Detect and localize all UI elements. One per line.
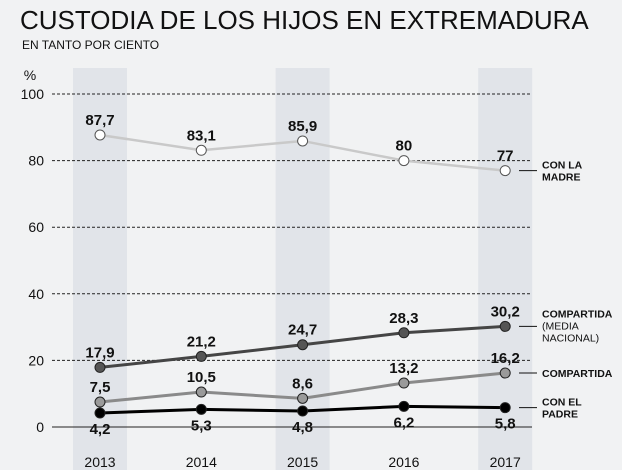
data-point [499, 320, 511, 332]
data-point [94, 407, 106, 419]
data-point [195, 350, 207, 362]
y-tick-label: 20 [28, 352, 44, 368]
data-label: 80 [396, 138, 413, 155]
legend-label: COMPARTIDA [542, 308, 613, 320]
data-label: 83,1 [187, 127, 216, 144]
legend-label: MADRE [542, 172, 581, 184]
legend-label: CON LA [542, 160, 583, 172]
y-tick-label: 0 [36, 419, 44, 435]
data-point [195, 386, 207, 398]
data-label: 21,2 [187, 333, 216, 350]
data-point [398, 377, 410, 389]
chart-title: CUSTODIA DE LOS HIJOS EN EXTREMADURA [20, 5, 589, 35]
x-tick-label: 2013 [84, 454, 115, 470]
data-label: 6,2 [393, 414, 414, 431]
data-point [297, 339, 309, 351]
data-point [499, 367, 511, 379]
x-tick-label: 2017 [490, 454, 521, 470]
data-label: 17,9 [85, 344, 114, 361]
x-tick-label: 2014 [186, 454, 217, 470]
chart-subtitle: EN TANTO POR CIENTO [22, 38, 160, 52]
data-point [94, 361, 106, 373]
data-label: 13,2 [389, 360, 418, 377]
legend-label: PADRE [542, 409, 578, 421]
data-label: 7,5 [90, 379, 111, 396]
data-point [398, 155, 410, 167]
data-label: 24,7 [288, 322, 317, 339]
data-point [195, 403, 207, 415]
y-axis-unit: % [24, 67, 36, 83]
x-tick-label: 2015 [287, 454, 318, 470]
y-tick-label: 40 [28, 286, 44, 302]
data-label: 87,7 [85, 112, 114, 129]
data-point [94, 129, 106, 141]
legend-note: (MEDIA [542, 320, 579, 332]
data-label: 28,3 [389, 310, 418, 327]
data-label: 10,5 [187, 369, 216, 386]
legend-note: NACIONAL) [542, 332, 599, 344]
data-label: 5,8 [495, 416, 516, 433]
legend-label: COMPARTIDA [542, 368, 613, 380]
data-point [297, 405, 309, 417]
data-point [398, 400, 410, 412]
data-point [195, 144, 207, 156]
data-label: 30,2 [491, 303, 520, 320]
data-label: 8,6 [292, 375, 313, 392]
data-point [398, 327, 410, 339]
data-point [499, 165, 511, 177]
data-point [297, 392, 309, 404]
data-label: 77 [497, 148, 514, 165]
x-tick-label: 2016 [388, 454, 419, 470]
y-tick-label: 80 [28, 153, 44, 169]
data-point [297, 135, 309, 147]
data-point [499, 402, 511, 414]
data-label: 5,3 [191, 417, 212, 434]
y-tick-label: 60 [28, 219, 44, 235]
data-label: 16,2 [491, 350, 520, 367]
data-label: 85,9 [288, 118, 317, 135]
data-label: 4,2 [90, 421, 111, 438]
y-tick-label: 100 [21, 86, 45, 102]
data-point [94, 396, 106, 408]
legend-label: CON EL [542, 397, 582, 409]
data-label: 4,8 [292, 419, 313, 436]
